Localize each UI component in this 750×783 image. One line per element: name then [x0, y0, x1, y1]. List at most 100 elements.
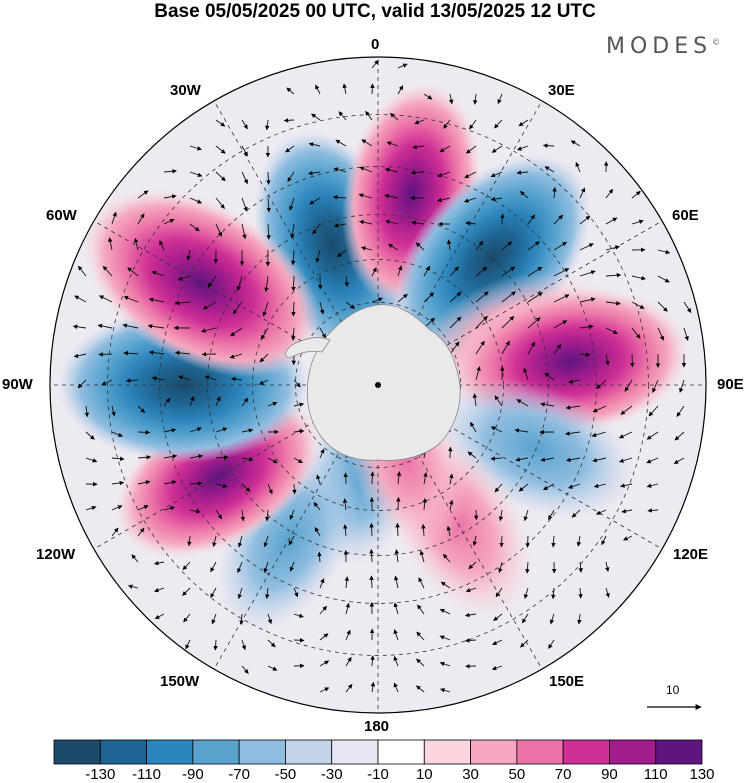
- wind-vector: [345, 629, 351, 641]
- wind-vector: [97, 323, 113, 329]
- wind-vector: [397, 85, 404, 95]
- wind-vector: [646, 457, 659, 464]
- wind-vector: [342, 83, 347, 95]
- colorbar-tick-label: 10: [415, 766, 433, 783]
- wind-vector: [553, 344, 562, 355]
- wind-vector: [449, 473, 454, 485]
- wind-vector: [620, 483, 633, 488]
- wind-vector: [215, 483, 228, 488]
- wind-vector: [437, 171, 451, 178]
- wind-vector: [553, 268, 570, 277]
- wind-vector: [204, 375, 217, 381]
- wind-vector: [565, 431, 581, 436]
- colorbar: [53, 739, 703, 765]
- wind-vector: [154, 587, 165, 593]
- wind-vector: [111, 405, 116, 417]
- wind-vector: [570, 140, 581, 147]
- wind-vector: [371, 267, 377, 277]
- wind-vector: [657, 249, 671, 255]
- wind-vector: [163, 428, 177, 433]
- wind-vector: [523, 367, 529, 381]
- wind-vector: [494, 119, 503, 129]
- wind-vector: [293, 379, 301, 388]
- wind-vector: [189, 396, 195, 407]
- wind-vector: [442, 553, 451, 563]
- wind-vector: [215, 197, 225, 209]
- wind-vector: [595, 509, 607, 515]
- wind-vector: [475, 240, 484, 251]
- wind-vector: [319, 633, 329, 641]
- wind-vector: [605, 217, 618, 225]
- wind-vector: [289, 197, 295, 211]
- wind-vector: [657, 301, 668, 312]
- colorbar-swatch: [99, 739, 147, 765]
- wind-vector: [266, 171, 271, 185]
- wind-vector: [439, 608, 451, 615]
- wind-vector: [495, 587, 503, 598]
- wind-vector: [397, 265, 403, 277]
- wind-vector: [520, 639, 529, 648]
- wind-vector: [85, 457, 98, 463]
- wind-vector: [189, 145, 202, 151]
- wind-vector: [371, 297, 383, 303]
- wind-vector: [163, 397, 171, 407]
- wind-vector: [230, 327, 243, 337]
- wind-vector: [360, 246, 373, 251]
- wind-vector: [267, 401, 278, 407]
- wind-vector: [201, 327, 217, 333]
- wind-vector: [579, 352, 591, 357]
- wind-vector: [389, 113, 399, 121]
- wind-vector: [288, 535, 295, 546]
- colorbar-tick-label: -50: [274, 766, 297, 783]
- wind-vector: [448, 93, 454, 105]
- wind-vector: [215, 223, 223, 237]
- wind-vector: [465, 587, 477, 593]
- wind-vector: [240, 509, 246, 522]
- wind-vector: [202, 301, 217, 310]
- wind-vector: [365, 110, 373, 121]
- wind-vector: [291, 275, 296, 292]
- antarctica-landmass: [306, 304, 461, 461]
- wind-vector: [416, 685, 425, 693]
- wind-vector: [422, 497, 427, 511]
- wind-vector: [185, 639, 191, 650]
- wind-vector: [683, 327, 689, 341]
- wind-vector: [345, 602, 350, 615]
- wind-vector: [137, 527, 145, 537]
- wind-vector: [449, 499, 454, 511]
- wind-vector: [446, 525, 451, 537]
- wind-vector: [309, 197, 321, 205]
- colorbar-tick-label: 30: [462, 766, 479, 783]
- wind-vector: [319, 448, 325, 459]
- map-border: [49, 56, 707, 714]
- wind-vector: [647, 508, 659, 513]
- wind-vector: [548, 639, 555, 649]
- wind-vector: [465, 612, 477, 618]
- wind-vector: [319, 327, 327, 339]
- wind-vector: [369, 549, 374, 563]
- wind-vector: [605, 327, 618, 335]
- wind-vector: [163, 506, 175, 511]
- wind-vector: [215, 509, 223, 520]
- wind-vector: [683, 301, 692, 313]
- wind-vector: [154, 613, 165, 620]
- wind-vector: [439, 145, 451, 153]
- lon-label-150e: 150E: [549, 673, 585, 690]
- wind-vector: [579, 297, 596, 303]
- wind-vector: [527, 317, 541, 329]
- wind-vector: [566, 457, 581, 463]
- wind-vector: [84, 405, 90, 418]
- wind-vector: [178, 375, 191, 381]
- wind-vector: [469, 119, 477, 130]
- wind-vector: [464, 638, 477, 643]
- wind-vector: [631, 275, 646, 281]
- wind-vector: [577, 613, 582, 625]
- colorbar-swatch: [331, 739, 379, 765]
- wind-vector: [264, 275, 269, 293]
- wind-vector: [263, 561, 269, 573]
- wind-vector: [605, 272, 622, 278]
- wind-vector: [646, 483, 659, 488]
- wind-vector: [370, 471, 375, 485]
- wind-vector: [215, 145, 226, 154]
- wind-vector: [393, 682, 399, 693]
